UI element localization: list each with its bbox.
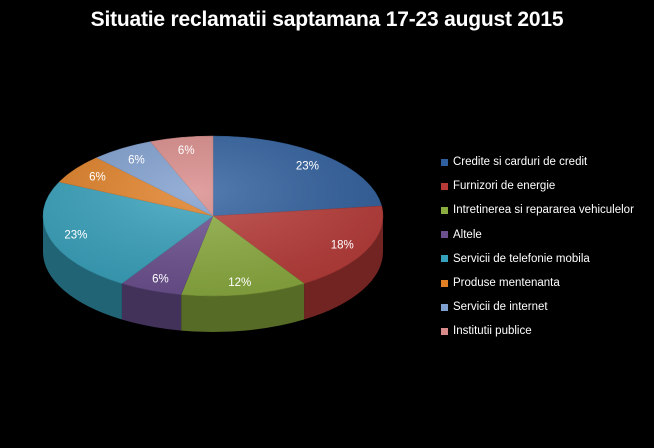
pie-side-2: [181, 283, 305, 332]
pie-sides: [42, 216, 383, 332]
legend-label: Altele: [453, 228, 482, 241]
pie-side-1: [304, 216, 383, 320]
pie-labels: 23% 18% 12% 6% 23% 6% 6% 6%: [64, 145, 353, 289]
chart-title: Situatie reclamatii saptamana 17-23 augu…: [90, 8, 564, 31]
legend-label: Servicii de telefonie mobila: [453, 252, 590, 265]
legend: Credite si carduri de credit Furnizori de…: [441, 150, 634, 344]
legend-item: Altele: [441, 223, 634, 247]
pie-side-3: [121, 283, 182, 331]
data-label-7: 6%: [178, 145, 195, 157]
legend-label: Servicii de internet: [453, 301, 548, 314]
legend-label: Intretinerea si repararea vehiculelor: [453, 204, 634, 217]
pie-side-4: [42, 216, 122, 320]
data-label-1: 18%: [331, 240, 354, 252]
data-label-2: 12%: [228, 277, 251, 289]
legend-item: Servicii de internet: [441, 295, 634, 319]
legend-swatch: [441, 158, 448, 166]
legend-swatch: [441, 303, 448, 311]
data-label-6: 6%: [128, 154, 145, 166]
legend-swatch: [441, 182, 448, 190]
legend-label: Produse mentenanta: [453, 277, 560, 290]
pie-shine: [43, 136, 383, 296]
legend-swatch: [441, 206, 448, 214]
data-label-0: 23%: [296, 161, 319, 173]
pie-tops: [42, 135, 384, 297]
legend-swatch: [441, 279, 448, 287]
legend-item: Produse mentenanta: [441, 271, 634, 295]
legend-swatch: [441, 327, 448, 335]
legend-label: Furnizori de energie: [453, 180, 556, 193]
legend-item: Furnizori de energie: [441, 174, 634, 198]
legend-swatch: [441, 255, 448, 263]
legend-item: Servicii de telefonie mobila: [441, 247, 634, 271]
legend-item: Credite si carduri de credit: [441, 150, 634, 174]
data-label-5: 6%: [89, 172, 106, 184]
legend-swatch: [441, 231, 448, 239]
legend-item: Institutii publice: [441, 319, 634, 343]
data-label-4: 23%: [64, 230, 87, 242]
data-label-3: 6%: [152, 273, 169, 285]
legend-label: Credite si carduri de credit: [453, 156, 588, 169]
legend-label: Institutii publice: [453, 325, 532, 338]
legend-item: Intretinerea si repararea vehiculelor: [441, 198, 634, 222]
